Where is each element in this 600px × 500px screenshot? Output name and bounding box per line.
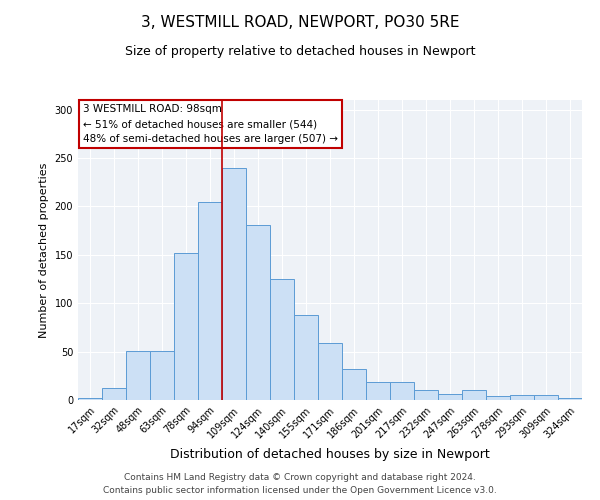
Bar bbox=[342, 369, 366, 400]
Bar bbox=[270, 279, 294, 400]
X-axis label: Distribution of detached houses by size in Newport: Distribution of detached houses by size … bbox=[170, 448, 490, 461]
Bar bbox=[246, 225, 270, 400]
Bar bbox=[366, 382, 390, 400]
Text: Contains HM Land Registry data © Crown copyright and database right 2024.: Contains HM Land Registry data © Crown c… bbox=[124, 474, 476, 482]
Bar bbox=[414, 390, 438, 400]
Text: Size of property relative to detached houses in Newport: Size of property relative to detached ho… bbox=[125, 45, 475, 58]
Bar bbox=[318, 343, 342, 400]
Bar bbox=[486, 396, 510, 400]
Y-axis label: Number of detached properties: Number of detached properties bbox=[39, 162, 49, 338]
Text: 3, WESTMILL ROAD, NEWPORT, PO30 5RE: 3, WESTMILL ROAD, NEWPORT, PO30 5RE bbox=[141, 15, 459, 30]
Bar bbox=[294, 315, 318, 400]
Bar bbox=[222, 168, 246, 400]
Bar bbox=[126, 350, 150, 400]
Bar bbox=[438, 394, 462, 400]
Bar bbox=[534, 395, 558, 400]
Bar bbox=[150, 350, 174, 400]
Bar bbox=[462, 390, 486, 400]
Bar bbox=[198, 202, 222, 400]
Bar bbox=[102, 388, 126, 400]
Bar bbox=[558, 398, 582, 400]
Bar bbox=[174, 253, 198, 400]
Bar bbox=[510, 395, 534, 400]
Bar bbox=[78, 398, 102, 400]
Text: 3 WESTMILL ROAD: 98sqm
← 51% of detached houses are smaller (544)
48% of semi-de: 3 WESTMILL ROAD: 98sqm ← 51% of detached… bbox=[83, 104, 338, 144]
Text: Contains public sector information licensed under the Open Government Licence v3: Contains public sector information licen… bbox=[103, 486, 497, 495]
Bar bbox=[390, 382, 414, 400]
